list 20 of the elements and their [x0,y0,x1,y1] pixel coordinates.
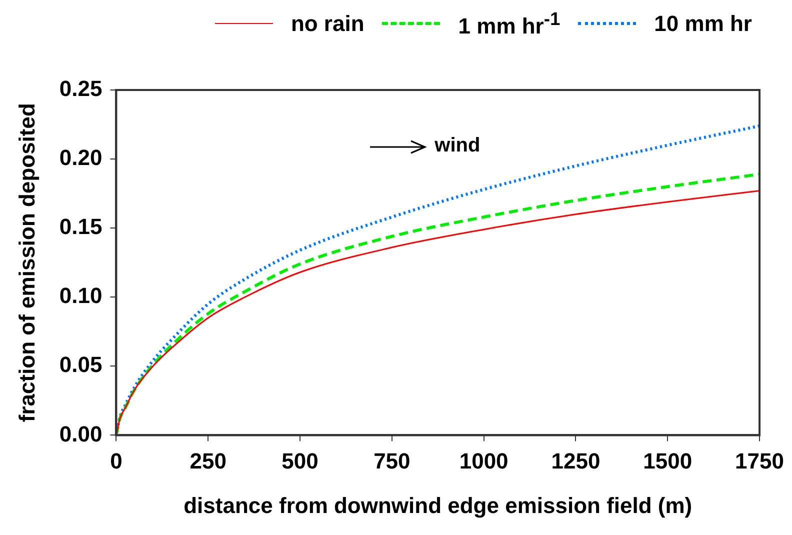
legend-label: no rain [290,10,364,37]
x-axis-title: distance from downwind edge emission field (m) [184,492,692,518]
y-tick-label: 0.25 [59,76,102,102]
x-tick-label: 1500 [643,448,692,474]
y-tick-label: 0.10 [59,283,102,308]
x-tick-label: 1000 [459,448,508,474]
x-tick-label: 1250 [551,448,600,474]
legend-label: 1 mm hr$^{-1}$ [458,8,560,40]
y-tick-label: 0.15 [59,214,102,240]
x-tick-label: 1750 [735,448,784,474]
x-tick-label: 750 [374,448,410,474]
annotation: wind [434,134,480,157]
y-axis-title: fraction of emission deposited [14,103,40,422]
legend-label: 10 mm hr [654,10,752,37]
x-tick-label: 250 [190,448,226,474]
x-tick-label: 0 [110,448,122,474]
x-tick-label: 500 [282,448,318,474]
y-tick-label: 0.20 [59,145,102,170]
y-tick-label: 0.00 [59,421,102,446]
y-tick-label: 0.05 [59,352,102,378]
